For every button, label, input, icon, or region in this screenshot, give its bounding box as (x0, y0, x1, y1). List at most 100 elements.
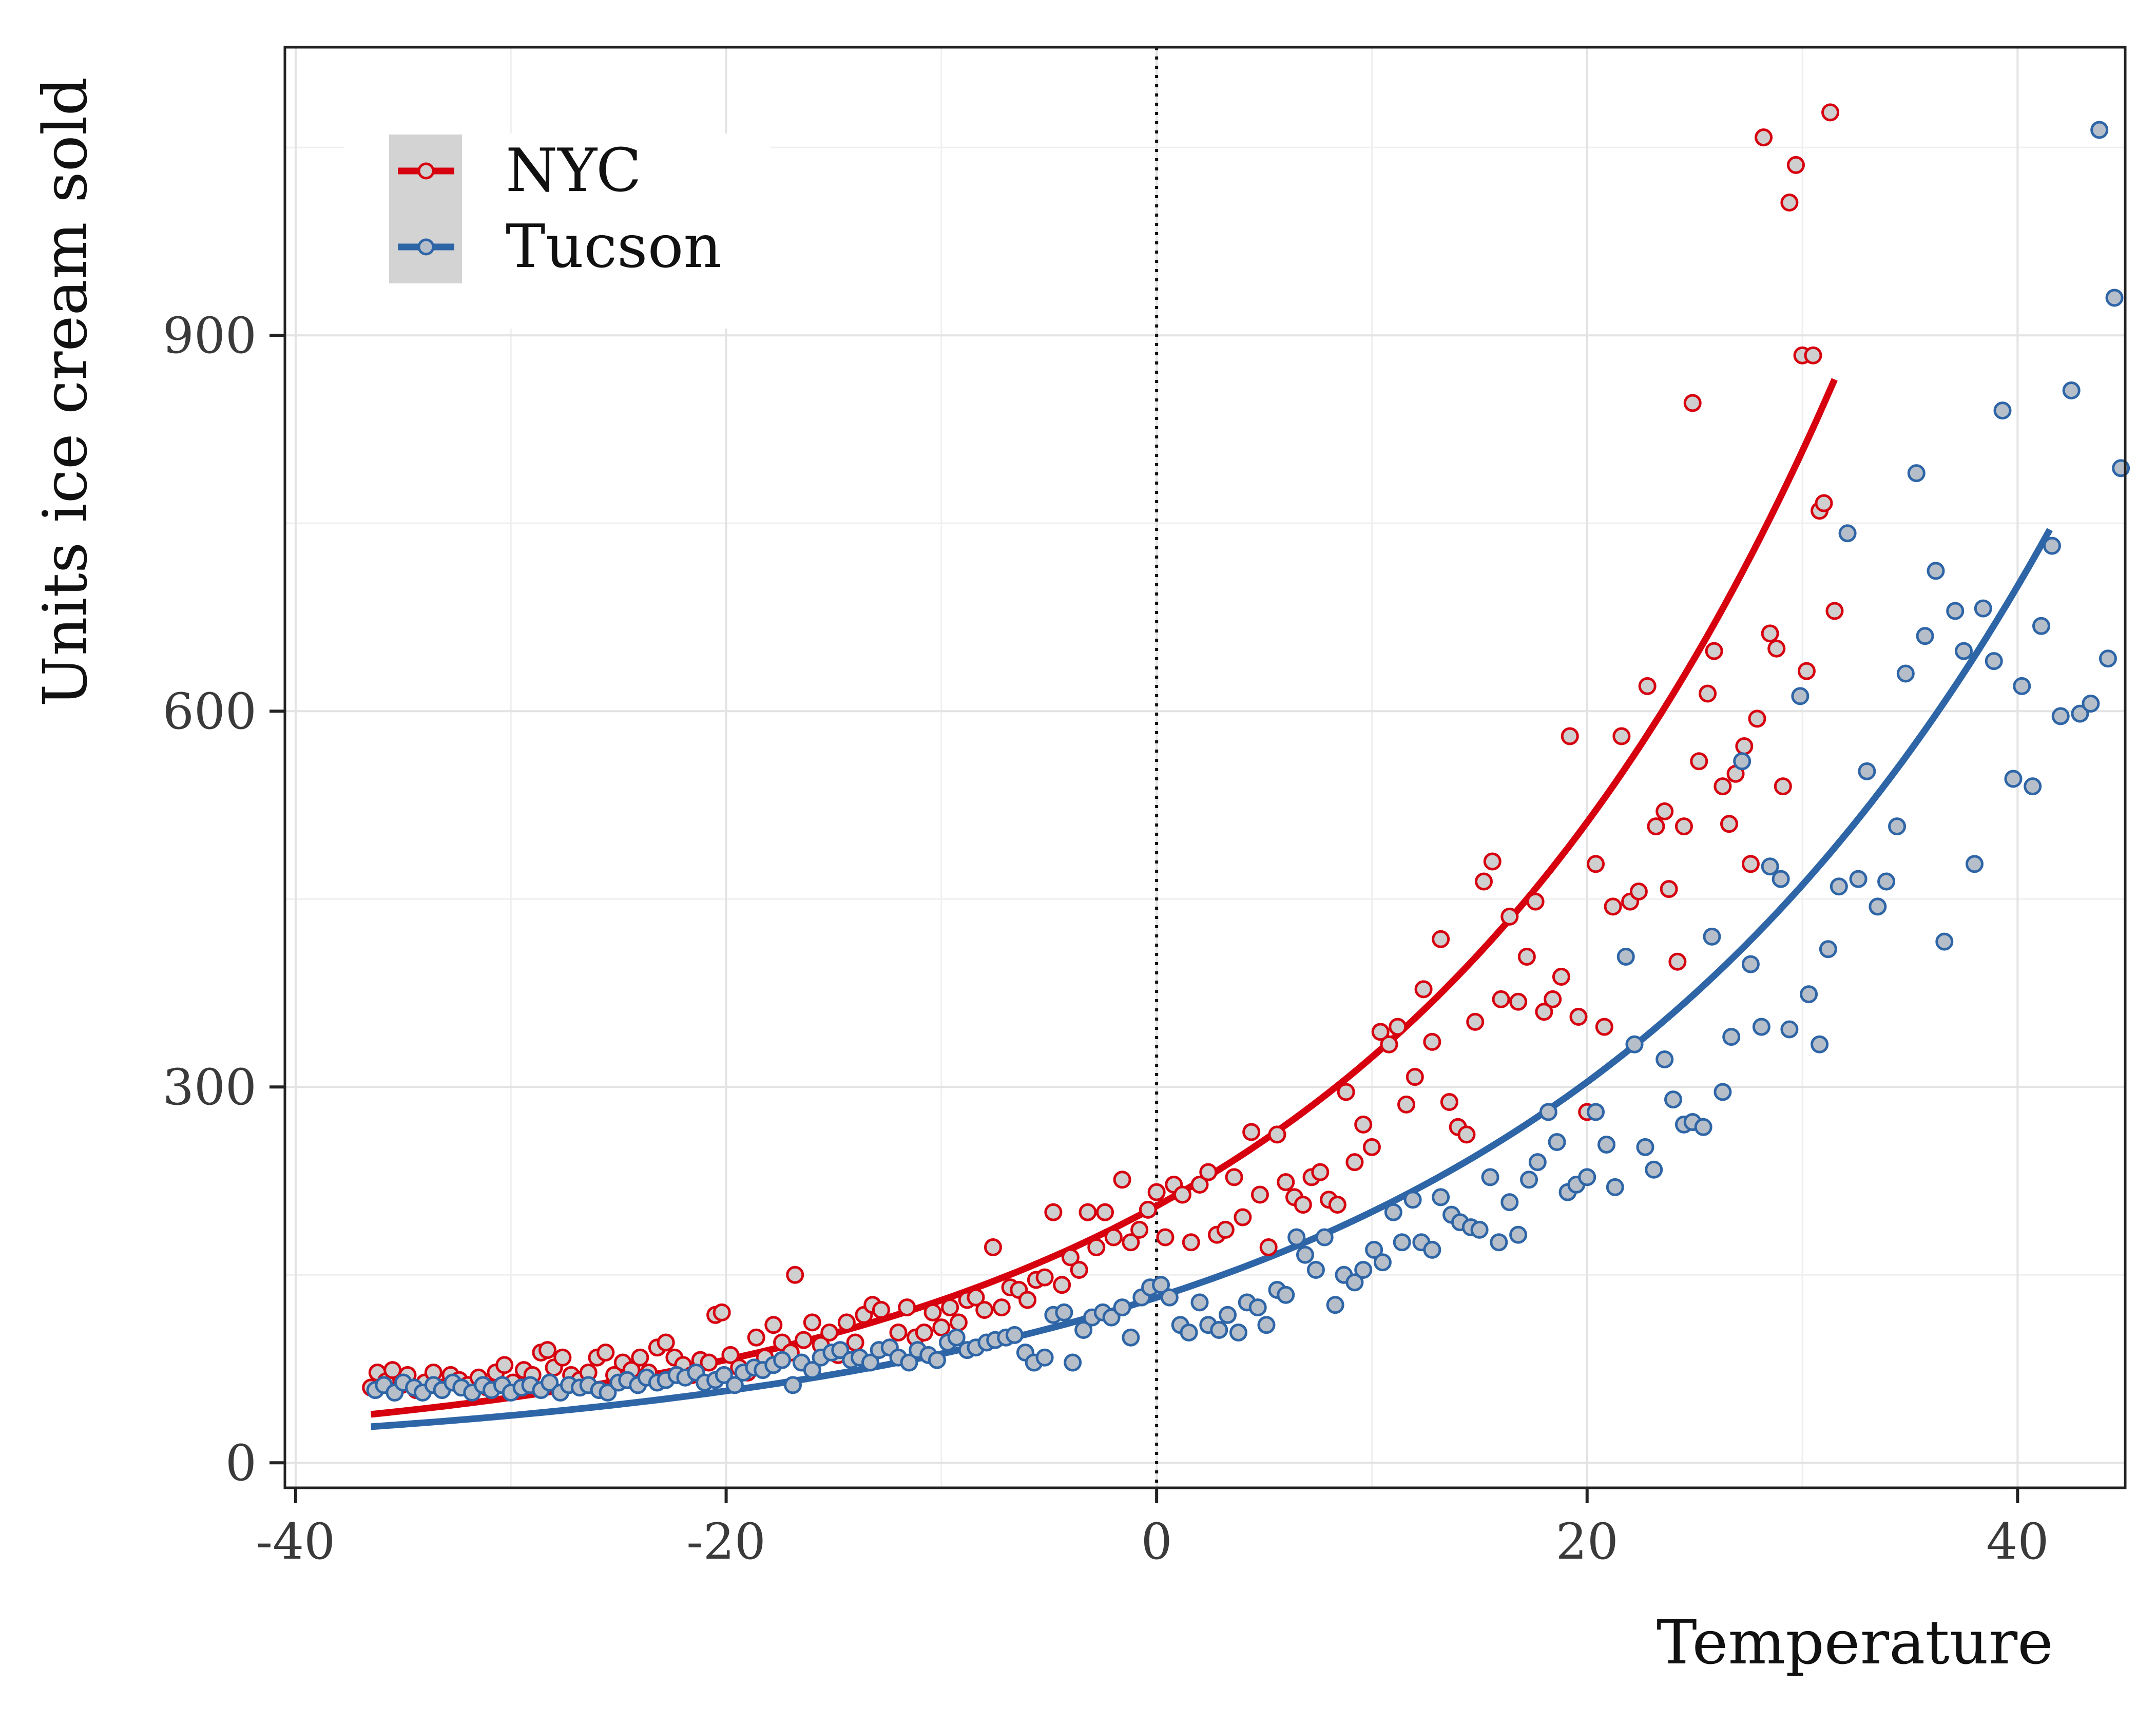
data-point-nyc (1587, 855, 1605, 873)
x-tick-label: -40 (256, 1513, 336, 1570)
data-point-tucson (803, 1361, 821, 1379)
data-point-tucson (1985, 652, 2003, 670)
data-point-nyc (1674, 817, 1693, 836)
data-point-nyc (803, 1313, 821, 1332)
legend-label-nyc: NYC (506, 136, 642, 205)
data-point-nyc (1259, 1238, 1278, 1257)
data-point-nyc (1569, 1008, 1588, 1026)
data-point-tucson (1597, 1135, 1615, 1154)
data-point-nyc (992, 1298, 1011, 1317)
data-point-tucson (2062, 381, 2081, 400)
data-point-tucson (1190, 1293, 1209, 1312)
data-point-nyc (1130, 1220, 1149, 1239)
data-point-tucson (1664, 1090, 1682, 1109)
data-point-nyc (975, 1301, 994, 1319)
data-point-nyc (872, 1301, 890, 1319)
data-point-nyc (1440, 1092, 1458, 1111)
data-point-nyc (1173, 1185, 1191, 1204)
data-point-tucson (1625, 1035, 1644, 1053)
data-point-nyc (553, 1348, 572, 1367)
data-point-tucson (1528, 1153, 1547, 1172)
data-point-tucson (1064, 1353, 1082, 1372)
data-point-tucson (2090, 121, 2109, 139)
data-point-tucson (541, 1373, 559, 1392)
data-point-nyc (1139, 1200, 1157, 1219)
data-point-nyc (1638, 677, 1657, 695)
data-point-nyc (1647, 817, 1665, 836)
data-point-tucson (1520, 1171, 1538, 1189)
data-point-nyc (1474, 872, 1493, 891)
data-point-tucson (1306, 1260, 1325, 1279)
data-point-nyc (1821, 103, 1840, 122)
data-point-tucson (1210, 1321, 1228, 1339)
data-point-nyc (538, 1341, 557, 1359)
data-point-tucson (2032, 617, 2050, 635)
data-point-tucson (2043, 536, 2061, 555)
data-point-nyc (837, 1313, 856, 1332)
data-point-nyc (898, 1298, 916, 1317)
data-point-nyc (1735, 737, 1754, 756)
data-point-tucson (1993, 401, 2012, 420)
data-point-tucson (1113, 1298, 1131, 1317)
x-tick-label: -20 (686, 1513, 766, 1570)
data-point-nyc (941, 1298, 959, 1317)
data-point-nyc (1216, 1220, 1235, 1239)
data-point-tucson (2051, 707, 2070, 725)
data-point-nyc (1535, 1003, 1553, 1021)
data-point-nyc (795, 1331, 813, 1349)
data-point-tucson (1927, 562, 1945, 580)
data-point-nyc (1804, 346, 1822, 365)
data-point-nyc (1242, 1123, 1261, 1141)
data-point-tucson (1035, 1348, 1054, 1367)
data-point-tucson (1935, 932, 1954, 951)
data-point-nyc (1113, 1171, 1131, 1189)
data-point-nyc (786, 1266, 804, 1284)
data-point-nyc (1079, 1203, 1097, 1221)
data-point-tucson (1345, 1273, 1364, 1292)
data-point-tucson (900, 1353, 918, 1372)
data-point-tucson (1326, 1296, 1344, 1314)
data-point-nyc (1690, 752, 1708, 771)
data-point-nyc (1825, 602, 1844, 620)
data-point-nyc (1720, 815, 1738, 833)
data-point-nyc (1234, 1208, 1252, 1226)
data-point-tucson (1005, 1326, 1024, 1344)
data-point-tucson (1780, 1020, 1799, 1039)
data-point-tucson (947, 1328, 966, 1347)
data-point-nyc (1786, 156, 1805, 174)
data-point-tucson (1656, 1050, 1674, 1069)
y-tick-label: 900 (163, 307, 257, 365)
legend-key-point-nyc (417, 162, 435, 180)
data-point-nyc (1699, 684, 1717, 703)
data-point-tucson (1616, 947, 1635, 966)
data-point-nyc (1199, 1163, 1218, 1181)
data-point-tucson (1539, 1103, 1557, 1121)
data-point-nyc (1714, 777, 1732, 796)
data-point-nyc (1380, 1035, 1398, 1053)
x-tick-label: 40 (1986, 1513, 2049, 1570)
data-point-nyc (1561, 727, 1579, 745)
data-point-tucson (928, 1351, 946, 1369)
data-point-tucson (1277, 1286, 1295, 1304)
data-point-nyc (1705, 642, 1723, 660)
data-point-tucson (1509, 1225, 1528, 1244)
data-point-nyc (1182, 1233, 1200, 1252)
axes: -40 -20 0 20 40 0 300 600 900 (163, 47, 2125, 1570)
data-point-tucson (1849, 870, 1868, 888)
data-point-tucson (2105, 289, 2124, 307)
data-point-nyc (1509, 992, 1528, 1011)
data-point-nyc (1225, 1168, 1243, 1186)
data-point-nyc (1466, 1012, 1485, 1031)
x-tick-label: 20 (1556, 1513, 1619, 1570)
data-point-tucson (1772, 870, 1790, 888)
data-point-nyc (1345, 1153, 1364, 1172)
y-tick-label: 600 (163, 683, 257, 740)
data-point-tucson (1160, 1288, 1179, 1307)
data-point-tucson (1470, 1220, 1489, 1239)
data-point-tucson (1152, 1276, 1170, 1294)
data-point-tucson (1965, 855, 1984, 873)
data-point-nyc (1741, 855, 1760, 873)
data-point-nyc (932, 1318, 951, 1337)
